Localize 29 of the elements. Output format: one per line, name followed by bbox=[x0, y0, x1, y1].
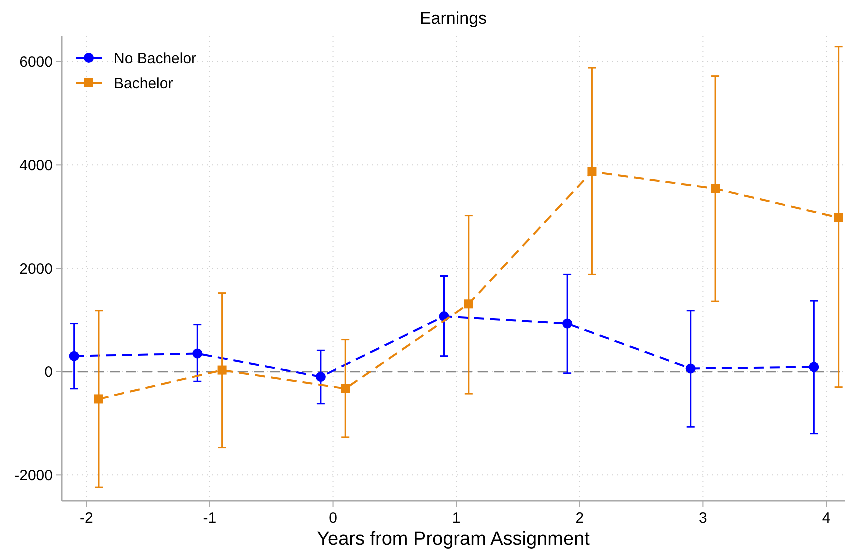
x-tick-label: 4 bbox=[822, 510, 831, 527]
x-tick-label: 2 bbox=[576, 510, 584, 527]
point bbox=[69, 351, 80, 362]
point bbox=[711, 184, 720, 194]
point bbox=[809, 362, 820, 372]
y-tick-label: 4000 bbox=[20, 157, 53, 174]
point bbox=[341, 384, 350, 394]
point bbox=[686, 364, 696, 374]
x-tick-label: 3 bbox=[699, 510, 708, 527]
y-tick-label: 0 bbox=[44, 364, 53, 382]
point bbox=[192, 348, 203, 359]
point bbox=[316, 372, 326, 382]
point bbox=[562, 318, 573, 329]
y-tick-label: -2000 bbox=[14, 467, 53, 484]
legend-label: No Bachelor bbox=[114, 50, 197, 68]
x-axis-title: Years from Program Assignment bbox=[317, 529, 591, 550]
y-tick-label: 6000 bbox=[20, 54, 53, 72]
x-tick-label: 0 bbox=[329, 510, 338, 527]
point bbox=[588, 167, 597, 176]
legend-label: Bachelor bbox=[114, 75, 174, 92]
y-tick-label: 2000 bbox=[20, 260, 53, 278]
chart-title: Earnings bbox=[420, 9, 488, 28]
point bbox=[464, 300, 474, 309]
point bbox=[834, 213, 844, 222]
point bbox=[94, 394, 104, 404]
x-tick-label: -2 bbox=[80, 510, 94, 527]
x-tick-label: -1 bbox=[203, 510, 217, 527]
point bbox=[218, 366, 227, 375]
x-tick-label: 1 bbox=[452, 510, 461, 527]
